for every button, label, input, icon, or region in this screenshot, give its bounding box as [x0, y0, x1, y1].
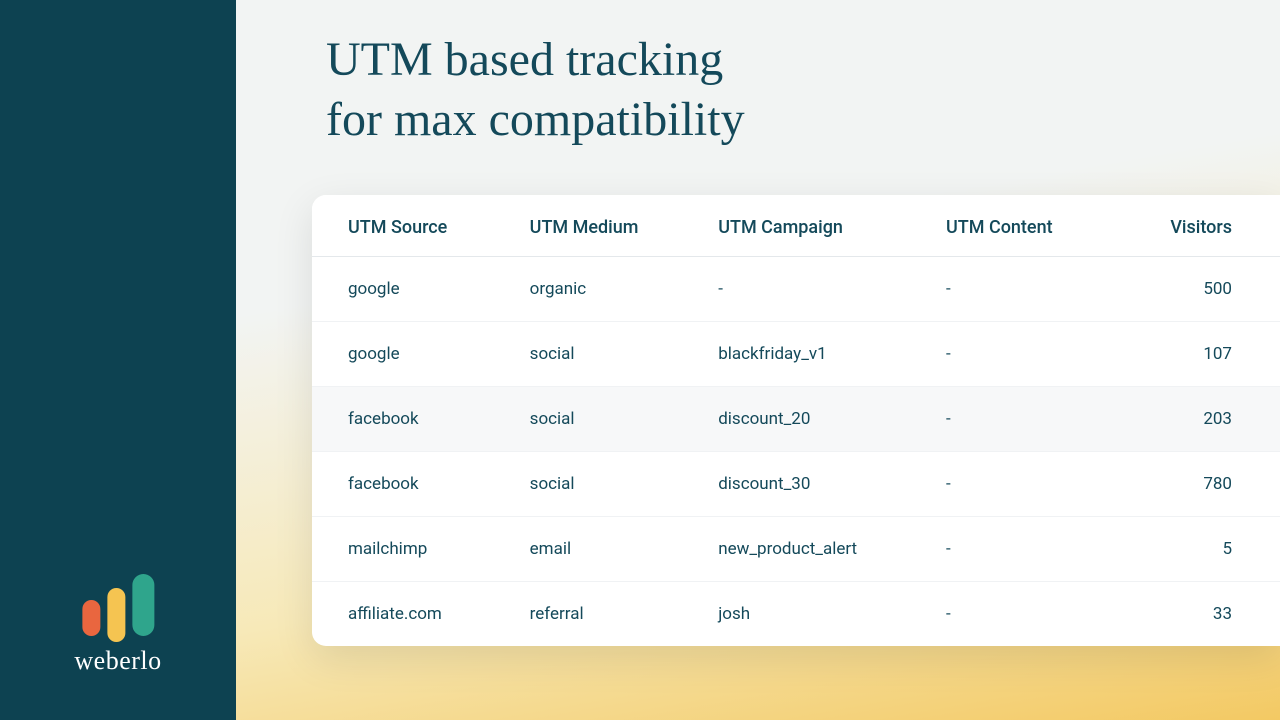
- brand-name: weberlo: [74, 646, 161, 676]
- col-visitors: Visitors: [1114, 195, 1280, 257]
- table-row: facebook social discount_20 - 203: [312, 387, 1280, 452]
- col-utm-content: UTM Content: [928, 195, 1114, 257]
- logo-bar-3: [132, 574, 154, 636]
- cell-campaign: blackfriday_v1: [700, 322, 928, 387]
- cell-content: -: [928, 322, 1114, 387]
- logo-bar-2: [107, 588, 125, 642]
- cell-medium: social: [512, 452, 701, 517]
- col-utm-source: UTM Source: [312, 195, 512, 257]
- table-row: facebook social discount_30 - 780: [312, 452, 1280, 517]
- cell-source: facebook: [312, 387, 512, 452]
- table-row: google social blackfriday_v1 - 107: [312, 322, 1280, 387]
- cell-content: -: [928, 387, 1114, 452]
- brand-logo: weberlo: [74, 574, 161, 676]
- cell-visitors: 5: [1114, 517, 1280, 582]
- table-header-row: UTM Source UTM Medium UTM Campaign UTM C…: [312, 195, 1280, 257]
- sidebar: weberlo: [0, 0, 236, 720]
- utm-table-card: UTM Source UTM Medium UTM Campaign UTM C…: [312, 195, 1280, 646]
- cell-source: google: [312, 257, 512, 322]
- table-row: affiliate.com referral josh - 33: [312, 582, 1280, 647]
- logo-bar-1: [82, 600, 100, 636]
- cell-source: affiliate.com: [312, 582, 512, 647]
- cell-visitors: 780: [1114, 452, 1280, 517]
- cell-campaign: discount_20: [700, 387, 928, 452]
- headline-line-2: for max compatibility: [326, 93, 745, 146]
- cell-campaign: discount_30: [700, 452, 928, 517]
- col-utm-campaign: UTM Campaign: [700, 195, 928, 257]
- cell-visitors: 33: [1114, 582, 1280, 647]
- cell-content: -: [928, 452, 1114, 517]
- page-title: UTM based tracking for max compatibility: [326, 30, 1280, 150]
- cell-content: -: [928, 257, 1114, 322]
- cell-content: -: [928, 582, 1114, 647]
- cell-visitors: 203: [1114, 387, 1280, 452]
- main-panel: UTM based tracking for max compatibility…: [236, 0, 1280, 720]
- logo-bars-icon: [74, 574, 161, 636]
- cell-medium: social: [512, 322, 701, 387]
- cell-medium: referral: [512, 582, 701, 647]
- cell-content: -: [928, 517, 1114, 582]
- cell-campaign: new_product_alert: [700, 517, 928, 582]
- cell-visitors: 107: [1114, 322, 1280, 387]
- cell-source: facebook: [312, 452, 512, 517]
- cell-campaign: josh: [700, 582, 928, 647]
- col-utm-medium: UTM Medium: [512, 195, 701, 257]
- table-row: google organic - - 500: [312, 257, 1280, 322]
- cell-campaign: -: [700, 257, 928, 322]
- cell-source: mailchimp: [312, 517, 512, 582]
- cell-medium: organic: [512, 257, 701, 322]
- table-row: mailchimp email new_product_alert - 5: [312, 517, 1280, 582]
- cell-medium: email: [512, 517, 701, 582]
- headline-line-1: UTM based tracking: [326, 33, 723, 86]
- cell-visitors: 500: [1114, 257, 1280, 322]
- cell-source: google: [312, 322, 512, 387]
- utm-table: UTM Source UTM Medium UTM Campaign UTM C…: [312, 195, 1280, 646]
- cell-medium: social: [512, 387, 701, 452]
